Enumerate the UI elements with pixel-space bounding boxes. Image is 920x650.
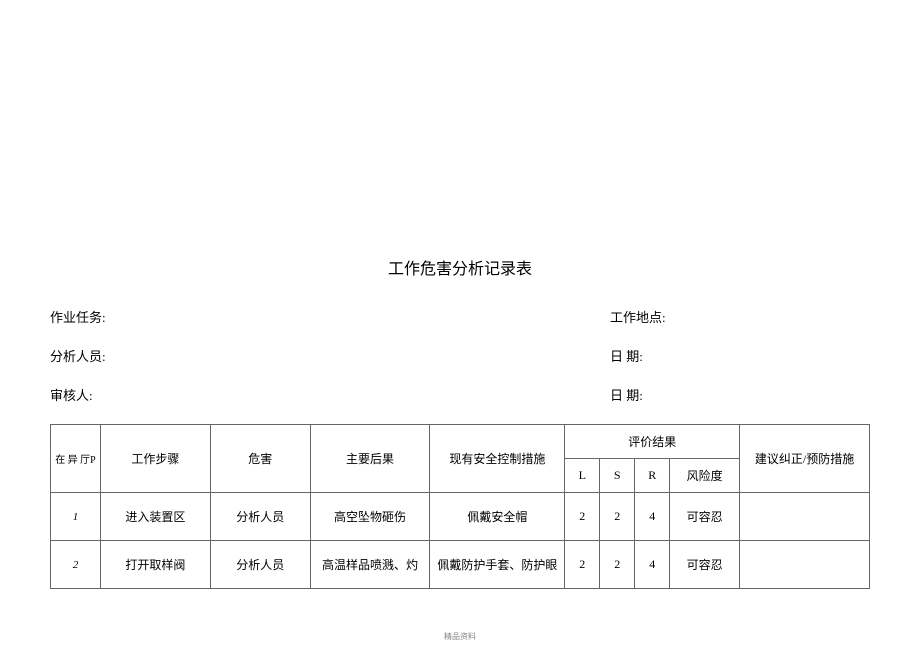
cell-s: 2: [600, 541, 635, 589]
header-eval: 评价结果: [565, 425, 740, 459]
cell-measure: 佩戴安全帽: [430, 493, 565, 541]
analyst-label: 分析人员:: [50, 346, 610, 365]
cell-seq: 1: [51, 493, 101, 541]
cell-risk: 可容忍: [670, 541, 740, 589]
info-row-2: 分析人员: 日 期:: [50, 346, 870, 365]
cell-hazard: 分析人员: [210, 493, 310, 541]
header-consequence: 主要后果: [310, 425, 430, 493]
header-measure: 现有安全控制措施: [430, 425, 565, 493]
info-row-3: 审核人: 日 期:: [50, 385, 870, 404]
header-l: L: [565, 459, 600, 493]
cell-measure: 佩戴防护手套、防护眼: [430, 541, 565, 589]
task-label: 作业任务:: [50, 307, 610, 326]
cell-step: 进入装置区: [100, 493, 210, 541]
reviewer-label: 审核人:: [50, 385, 610, 404]
table-header-row-1: 在 异 厅P 工作步骤 危害 主要后果 现有安全控制措施 评价结果 建议纠正/预…: [51, 425, 870, 459]
cell-consequence: 高温样品喷溅、灼: [310, 541, 430, 589]
document-title: 工作危害分析记录表: [50, 255, 870, 279]
hazard-table: 在 异 厅P 工作步骤 危害 主要后果 现有安全控制措施 评价结果 建议纠正/预…: [50, 424, 870, 589]
cell-risk: 可容忍: [670, 493, 740, 541]
header-risk: 风险度: [670, 459, 740, 493]
hazard-table-container: 在 异 厅P 工作步骤 危害 主要后果 现有安全控制措施 评价结果 建议纠正/预…: [50, 424, 870, 589]
table-row: 2 打开取样阀 分析人员 高温样品喷溅、灼 佩戴防护手套、防护眼 2 2 4 可…: [51, 541, 870, 589]
header-hazard: 危害: [210, 425, 310, 493]
cell-r: 4: [635, 541, 670, 589]
cell-s: 2: [600, 493, 635, 541]
header-seq: 在 异 厅P: [51, 425, 101, 493]
header-suggest: 建议纠正/预防措施: [740, 425, 870, 493]
cell-l: 2: [565, 493, 600, 541]
location-label: 工作地点:: [610, 307, 870, 326]
document-content: 工作危害分析记录表 作业任务: 工作地点: 分析人员: 日 期: 审核人: 日 …: [50, 255, 870, 589]
header-r: R: [635, 459, 670, 493]
cell-consequence: 高空坠物砸伤: [310, 493, 430, 541]
cell-r: 4: [635, 493, 670, 541]
cell-hazard: 分析人员: [210, 541, 310, 589]
header-s: S: [600, 459, 635, 493]
cell-seq: 2: [51, 541, 101, 589]
date1-label: 日 期:: [610, 346, 870, 365]
footer-text: 精品资料: [0, 631, 920, 642]
table-row: 1 进入装置区 分析人员 高空坠物砸伤 佩戴安全帽 2 2 4 可容忍: [51, 493, 870, 541]
cell-step: 打开取样阀: [100, 541, 210, 589]
date2-label: 日 期:: [610, 385, 870, 404]
header-step: 工作步骤: [100, 425, 210, 493]
cell-suggest: [740, 493, 870, 541]
cell-suggest: [740, 541, 870, 589]
info-row-1: 作业任务: 工作地点:: [50, 307, 870, 326]
cell-l: 2: [565, 541, 600, 589]
